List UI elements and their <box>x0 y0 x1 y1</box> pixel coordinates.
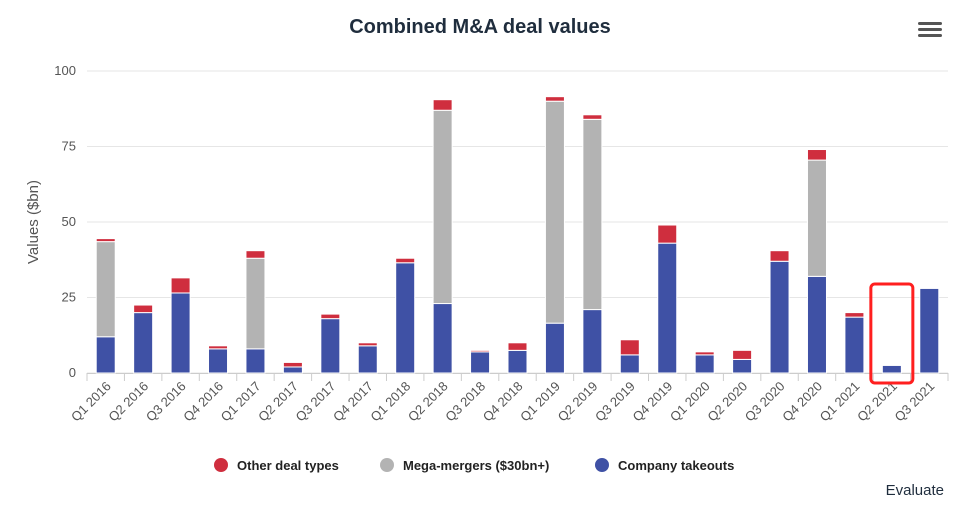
legend: Other deal types Mega-mergers ($30bn+) Com… <box>214 458 734 473</box>
bar-segment[interactable] <box>769 250 790 262</box>
x-tick-label: Q3 2017 <box>293 379 339 425</box>
x-tick-label: Q2 2018 <box>405 379 451 425</box>
x-tick-label: Q1 2020 <box>667 379 713 425</box>
y-axis-ticks: 0 25 50 75 100 <box>54 63 76 380</box>
bar-segment[interactable] <box>806 159 827 277</box>
x-tick-label: Q2 2020 <box>704 379 750 425</box>
bar-segment[interactable] <box>806 149 827 161</box>
bar-segment[interactable] <box>95 238 116 243</box>
bar-segment[interactable] <box>357 342 378 347</box>
y-axis-title: Values ($bn) <box>25 180 42 264</box>
x-tick-label: Q4 2020 <box>779 379 825 425</box>
bar-segment[interactable] <box>507 342 528 351</box>
bar-segment[interactable] <box>432 99 453 111</box>
x-tick-label: Q4 2019 <box>629 379 675 425</box>
x-tick-label: Q2 2017 <box>255 379 301 425</box>
bar-segment[interactable] <box>208 345 229 350</box>
bar-segment[interactable] <box>694 351 715 356</box>
y-tick-label: 50 <box>62 214 76 229</box>
bar-segment[interactable] <box>245 257 266 350</box>
bar-segment[interactable] <box>732 349 753 360</box>
menu-line <box>918 22 942 25</box>
x-tick-label: Q3 2018 <box>442 379 488 425</box>
x-tick-label: Q4 2017 <box>330 379 376 425</box>
bar-segment[interactable] <box>582 114 603 120</box>
bar-segment[interactable] <box>919 287 940 374</box>
x-tick-label: Q3 2021 <box>892 379 938 425</box>
bar-segment[interactable] <box>619 339 640 356</box>
legend-marker[interactable] <box>595 458 609 472</box>
bar-segment[interactable] <box>395 262 416 374</box>
bar-segment[interactable] <box>844 316 865 374</box>
menu-line <box>918 28 942 31</box>
bar-segment[interactable] <box>470 349 491 353</box>
bar-segment[interactable] <box>320 318 341 374</box>
bars <box>95 96 940 374</box>
x-tick-label: Q1 2021 <box>817 379 863 425</box>
bar-segment[interactable] <box>806 275 827 374</box>
chart-menu-button[interactable] <box>918 20 942 40</box>
highlight-box <box>869 282 915 385</box>
x-tick-label: Q1 2019 <box>517 379 563 425</box>
bar-segment[interactable] <box>282 361 303 368</box>
bar-segment[interactable] <box>432 303 453 374</box>
bar-segment[interactable] <box>470 351 491 374</box>
bar-segment[interactable] <box>170 292 191 374</box>
bar-segment[interactable] <box>395 257 416 264</box>
bar-segment[interactable] <box>657 242 678 374</box>
menu-line <box>918 34 942 37</box>
bar-segment[interactable] <box>769 260 790 374</box>
x-tick-label: Q3 2016 <box>143 379 189 425</box>
bar-segment[interactable] <box>544 322 565 374</box>
y-tick-label: 100 <box>54 63 76 78</box>
legend-item[interactable]: Company takeouts <box>618 458 734 473</box>
y-tick-label: 25 <box>62 290 76 305</box>
x-tick-label: Q3 2019 <box>592 379 638 425</box>
bar-segment[interactable] <box>245 250 266 259</box>
legend-marker[interactable] <box>380 458 394 472</box>
x-tick-label: Q2 2016 <box>105 379 151 425</box>
bar-segment[interactable] <box>357 345 378 374</box>
bar-segment[interactable] <box>544 96 565 102</box>
credit-link[interactable]: Evaluate <box>885 482 944 499</box>
x-tick-label: Q1 2016 <box>68 379 114 425</box>
y-tick-label: 0 <box>69 365 76 380</box>
y-tick-label: 75 <box>62 139 76 154</box>
bar-segment[interactable] <box>582 118 603 311</box>
bar-segment[interactable] <box>320 313 341 320</box>
x-tick-label: Q2 2019 <box>555 379 601 425</box>
bar-segment[interactable] <box>133 312 154 374</box>
bar-segment[interactable] <box>245 348 266 374</box>
x-tick-label: Q1 2017 <box>218 379 264 425</box>
x-tick-label: Q3 2020 <box>742 379 788 425</box>
chart-title: Combined M&A deal values <box>349 16 611 38</box>
legend-item[interactable]: Mega-mergers ($30bn+) <box>403 458 549 473</box>
bar-segment[interactable] <box>694 354 715 374</box>
x-tick-label: Q4 2016 <box>180 379 226 425</box>
bar-segment[interactable] <box>881 364 902 374</box>
bar-segment[interactable] <box>619 354 640 374</box>
bar-segment[interactable] <box>544 100 565 324</box>
bar-segment[interactable] <box>582 309 603 374</box>
bar-segment[interactable] <box>282 366 303 374</box>
bar-segment[interactable] <box>95 336 116 374</box>
x-tick-label: Q1 2018 <box>367 379 413 425</box>
bar-segment[interactable] <box>170 277 191 294</box>
bar-segment[interactable] <box>507 349 528 374</box>
x-tick-label: Q2 2021 <box>854 379 900 425</box>
legend-item[interactable]: Other deal types <box>237 458 339 473</box>
bar-segment[interactable] <box>732 358 753 374</box>
x-tick-label: Q4 2018 <box>480 379 526 425</box>
bar-segment[interactable] <box>208 348 229 374</box>
bar-segment[interactable] <box>657 224 678 244</box>
legend-marker[interactable] <box>214 458 228 472</box>
bar-segment[interactable] <box>95 241 116 338</box>
highlight <box>869 282 915 385</box>
bar-segment[interactable] <box>432 109 453 305</box>
bar-segment[interactable] <box>844 312 865 318</box>
bar-segment[interactable] <box>133 304 154 314</box>
